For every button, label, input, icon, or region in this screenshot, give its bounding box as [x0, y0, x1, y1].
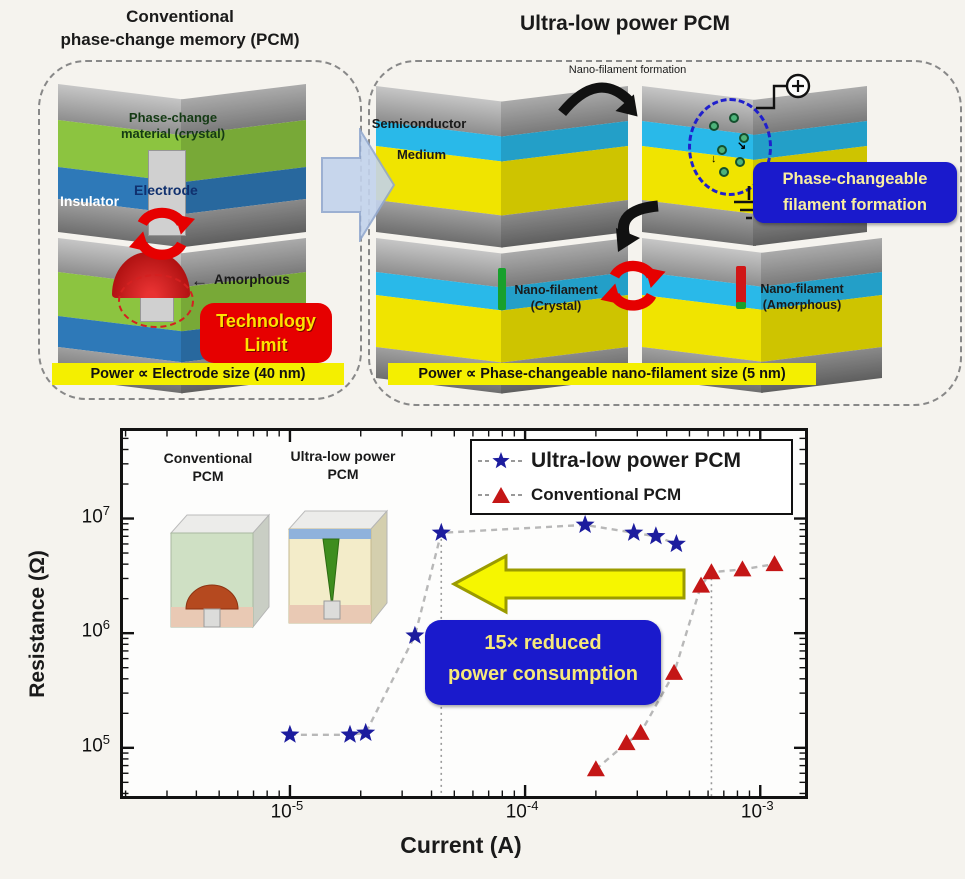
data-point-star	[624, 522, 644, 541]
legend-star-icon	[478, 451, 524, 468]
material-label-line1: Phase-change	[128, 110, 218, 125]
right-panel-caption: Power ∝ Phase-changeable nano-filament s…	[388, 363, 816, 385]
insulator-label: Insulator	[60, 193, 120, 209]
x-tick-label: 10-4	[505, 798, 539, 823]
crystal-filament	[498, 268, 506, 310]
legend-item-ultra: Ultra-low power PCM	[478, 449, 785, 473]
formation-arrow-icon	[558, 82, 638, 117]
nano-filament-crystal-label: Nano-filament (Crystal)	[508, 283, 604, 314]
data-point-triangle	[702, 563, 721, 580]
data-point-star	[666, 534, 686, 553]
technology-limit-line2: Limit	[244, 335, 288, 356]
plot-area: Conventional PCM Ultra-low power PCM	[120, 428, 808, 799]
atom-icon	[717, 145, 727, 155]
legend-label-ultra: Ultra-low power PCM	[531, 448, 742, 472]
left-panel-title: Conventional phase-change memory (PCM)	[20, 6, 340, 52]
atom-motion-arrow-icon: ↘	[737, 140, 747, 152]
atom-icon	[719, 167, 729, 177]
left-title-line1: Conventional	[126, 7, 234, 26]
atom-icon	[735, 157, 745, 167]
current-source-icon	[756, 73, 811, 110]
data-point-star	[646, 526, 666, 545]
legend-triangle-icon	[478, 486, 524, 503]
y-axis-title: Resistance (Ω)	[26, 550, 49, 698]
legend-item-conventional: Conventional PCM	[478, 484, 785, 506]
nf-amorphous-line1: Nano-filament	[760, 282, 844, 296]
ultra-low-pcm-inset-icon	[287, 509, 389, 625]
atom-icon	[729, 113, 739, 123]
left-title-line2: phase-change memory (PCM)	[60, 29, 300, 49]
data-point-star	[356, 722, 376, 741]
data-point-triangle	[692, 576, 711, 593]
phase-changeable-line2: filament formation	[783, 195, 927, 214]
y-tick-label: 106	[81, 617, 110, 642]
technology-limit-box: Technology Limit	[200, 303, 332, 363]
x-axis-title: Current (A)	[400, 832, 522, 858]
atom-icon	[739, 133, 749, 143]
data-point-star	[575, 514, 595, 533]
inset-right-line2: PCM	[327, 466, 359, 483]
transition-right-arrow-icon	[321, 128, 396, 242]
medium-label: Medium	[396, 147, 447, 162]
filament-nucleation-ellipse: ↓ ↘	[688, 98, 772, 196]
filament-base	[736, 302, 746, 309]
data-point-star	[431, 522, 451, 541]
y-tick-label: 105	[81, 731, 110, 757]
conventional-pcm-inset-icon	[169, 513, 271, 629]
amorphous-arrow-icon: ←	[191, 271, 208, 290]
data-point-triangle	[733, 560, 752, 577]
red-cycle-arrows-icon	[129, 207, 195, 260]
electrode-label: Electrode	[134, 182, 198, 198]
amorphous-label: Amorphous	[214, 272, 290, 287]
phase-changeable-box: Phase-changeable filament formation	[753, 162, 957, 223]
phase-change-material-label: Phase-change material (crystal)	[88, 110, 258, 143]
nano-filament-amorphous-label: Nano-filament (Amorphous)	[748, 282, 856, 313]
x-tick-label: 10-3	[740, 798, 774, 823]
data-point-triangle	[765, 555, 784, 572]
data-point-star	[405, 625, 425, 644]
reduction-left-arrow-icon	[451, 553, 686, 615]
material-label-line2: material (crystal)	[120, 126, 226, 142]
technology-limit-ellipse	[118, 274, 194, 328]
legend-label-conventional: Conventional PCM	[531, 484, 682, 504]
inset-left-line2: PCM	[192, 468, 224, 485]
data-point-triangle	[665, 663, 684, 680]
nf-crystal-line1: Nano-filament	[514, 283, 598, 297]
atom-icon	[709, 121, 719, 131]
inset-conventional-label: Conventional PCM	[133, 449, 283, 485]
data-point-triangle	[586, 760, 605, 777]
inset-right-line1: Ultra-low power	[290, 448, 396, 464]
phase-changeable-line1: Phase-changeable	[782, 170, 928, 188]
semiconductor-label: Semiconductor	[371, 116, 467, 131]
plot-layer	[123, 431, 805, 796]
left-panel-caption: Power ∝ Electrode size (40 nm)	[52, 363, 344, 385]
data-point-star	[280, 724, 300, 743]
nf-amorphous-line2: (Amorphous)	[762, 297, 842, 312]
chart-legend: Ultra-low power PCM Conventional PCM	[470, 439, 793, 515]
y-tick-label: 107	[81, 502, 110, 527]
nf-crystal-line2: (Crystal)	[530, 298, 582, 313]
ground-symbol-icon	[734, 186, 764, 220]
reduction-annotation-box: 15× reduced power consumption	[425, 620, 661, 705]
amorphous-filament	[736, 266, 746, 304]
reduction-line1: 15× reduced	[484, 632, 602, 654]
technology-limit-line1: Technology	[216, 311, 316, 331]
atom-motion-arrow-icon: ↓	[711, 153, 717, 165]
inset-ultra-label: Ultra-low power PCM	[263, 447, 423, 483]
x-tick-labels: 10-5 10-4 10-3	[120, 798, 802, 830]
reduction-line2: power consumption	[448, 663, 638, 685]
data-point-triangle	[631, 723, 650, 740]
right-panel-border	[368, 60, 962, 406]
inset-left-line1: Conventional	[163, 450, 253, 466]
red-cycle-arrows-icon	[600, 260, 666, 311]
right-panel-title: Ultra-low power PCM	[519, 12, 730, 35]
data-point-star	[340, 724, 360, 743]
data-point-triangle	[617, 734, 636, 751]
y-tick-labels: 105 106 107	[58, 428, 114, 793]
nano-filament-formation-label: Nano-filament formation	[568, 64, 687, 76]
set-arrow-icon	[616, 200, 659, 252]
x-tick-label: 10-5	[270, 798, 304, 823]
